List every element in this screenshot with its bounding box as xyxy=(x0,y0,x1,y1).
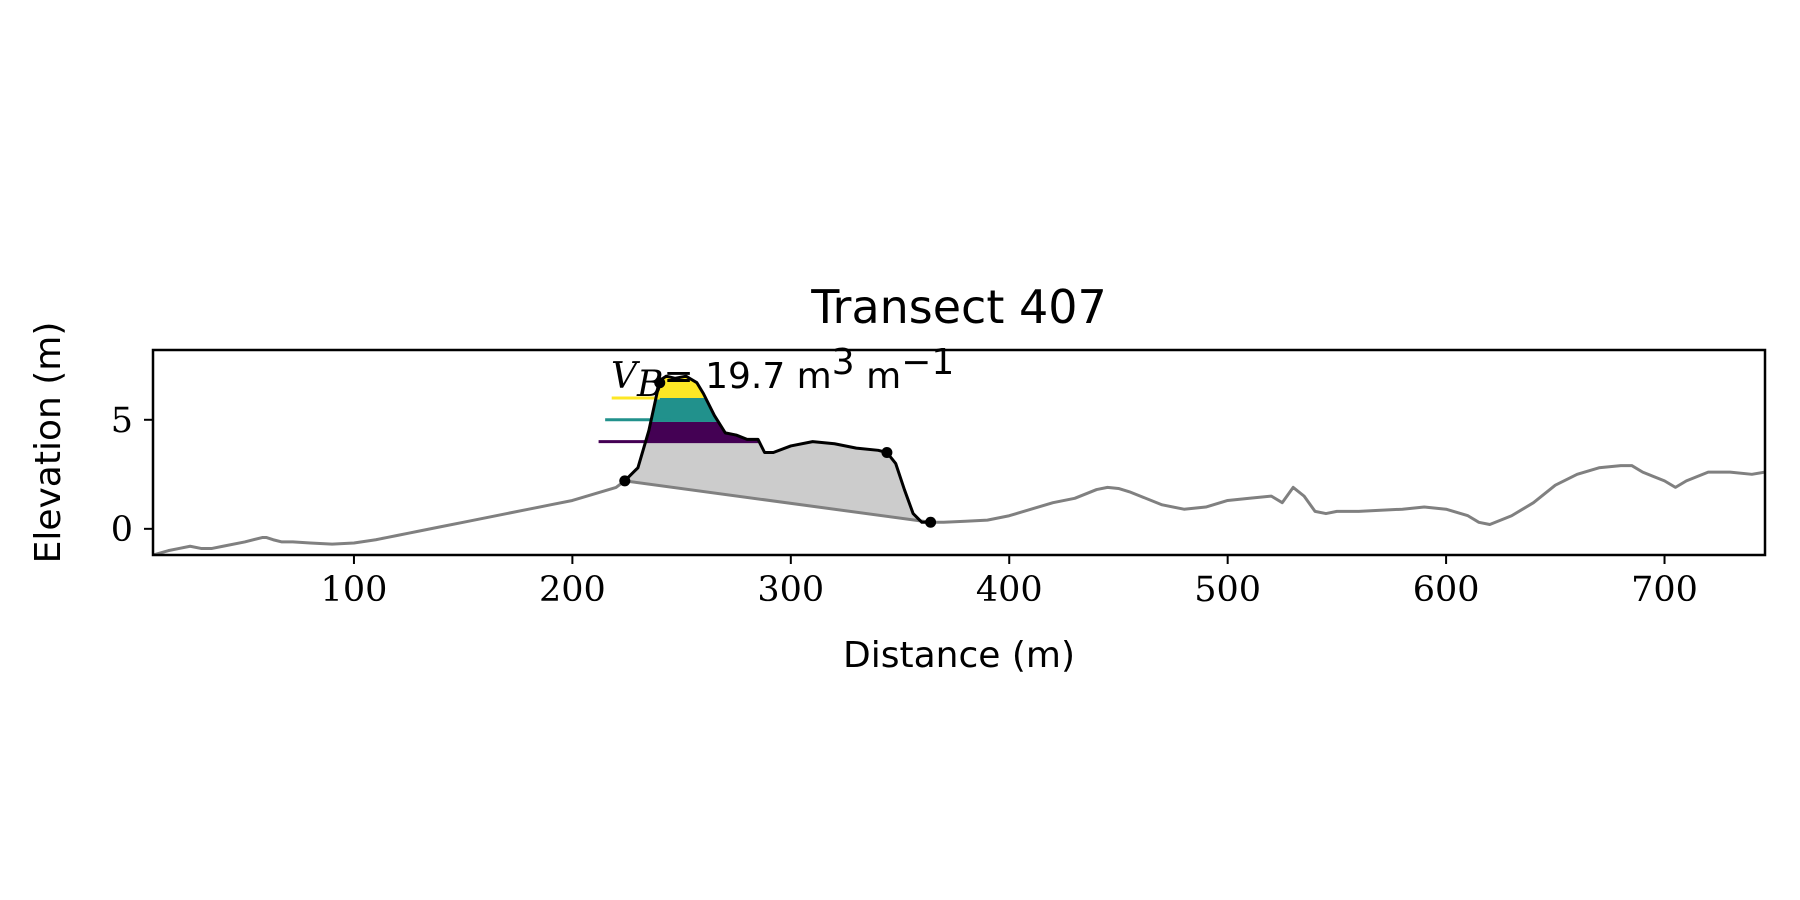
volume-band-1 xyxy=(624,421,931,442)
key-point-3 xyxy=(881,447,893,458)
dune-volume-bands xyxy=(624,376,931,442)
level-lines xyxy=(598,396,759,444)
volume-band-2 xyxy=(624,397,931,422)
x-tick-label: 400 xyxy=(976,570,1043,610)
y-tick-label: 5 xyxy=(111,401,133,441)
x-tick-label: 200 xyxy=(539,570,606,610)
key-point-1 xyxy=(619,475,631,487)
x-tick-label: 600 xyxy=(1413,570,1480,610)
chart-title: Transect 407 xyxy=(810,280,1107,334)
annotation-unit-2: m xyxy=(855,356,902,397)
annotation-exponent-2: −1 xyxy=(901,342,954,383)
plot-area xyxy=(153,374,1765,555)
x-axis-label: Distance (m) xyxy=(843,635,1075,676)
x-tick-label: 700 xyxy=(1631,570,1698,610)
y-axis-label: Elevation (m) xyxy=(28,322,69,564)
dune-series-line xyxy=(623,374,931,524)
plot-frame xyxy=(151,348,1767,557)
volume-band-3 xyxy=(624,376,931,398)
annotation-text: = 19.7 m xyxy=(663,356,831,397)
x-axis-ticks: 100 200 300 400 500 600 700 xyxy=(321,555,1698,610)
key-point-4 xyxy=(925,516,937,528)
profile-series-line xyxy=(153,464,1765,555)
x-tick-label: 500 xyxy=(1194,570,1261,610)
annotation-exponent-1: 3 xyxy=(832,342,855,383)
annotation-subscript: B xyxy=(636,364,663,405)
y-axis-ticks: 05 xyxy=(111,401,153,550)
annotation-symbol: V xyxy=(611,356,641,397)
key-points xyxy=(619,377,937,528)
y-tick-label: 0 xyxy=(111,510,133,550)
x-tick-label: 100 xyxy=(321,570,388,610)
key-point-2 xyxy=(654,377,666,389)
volume-annotation: VB= 19.7 m3 m−1 xyxy=(611,342,954,405)
x-tick-label: 300 xyxy=(757,570,824,610)
